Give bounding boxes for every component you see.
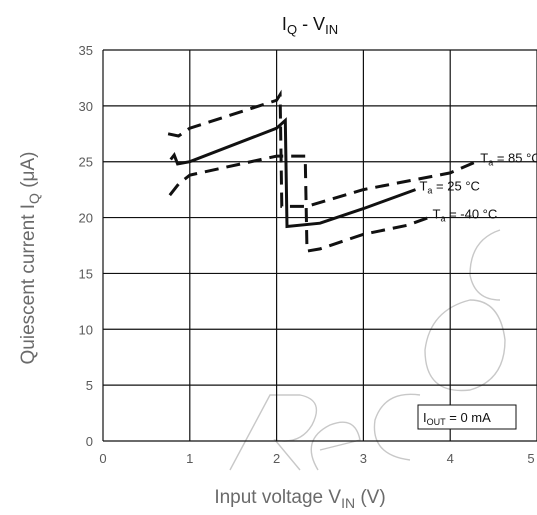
condition-box: IOUT = 0 mA: [417, 404, 517, 430]
y-tick-label: 30: [79, 99, 93, 114]
series-line-2: [168, 154, 430, 253]
x-tick-labels: 0 1 2 3 4 5: [99, 451, 534, 466]
y-tick-labels: 0 5 10 15 20 25 30 35: [79, 43, 93, 449]
series-line-0: [167, 89, 477, 208]
y-tick-label: 15: [79, 266, 93, 281]
series-labels: Ta = 85 °CTa = 25 °C Ta = -40 °C: [419, 151, 537, 224]
x-tick-label: 0: [99, 451, 106, 466]
y-axis-title: Quiescent current IQ (μA): [18, 152, 42, 365]
x-tick-label: 1: [186, 451, 193, 466]
x-tick-label: 2: [273, 451, 280, 466]
watermark-logo: [229, 229, 506, 471]
series-line-1: [169, 117, 417, 229]
y-tick-label: 5: [86, 378, 93, 393]
x-axis-title: Input voltage VIN (V): [214, 487, 385, 511]
y-tick-label: 20: [79, 211, 93, 226]
y-tick-label: 35: [79, 43, 93, 58]
condition-label: IOUT = 0 mA: [423, 410, 491, 427]
series-label-0: Ta = 85 °C: [480, 151, 537, 168]
y-tick-label: 0: [86, 434, 93, 449]
x-tick-label: 4: [447, 451, 454, 466]
x-tick-label: 3: [360, 451, 367, 466]
series-lines: [167, 89, 477, 253]
y-tick-label: 25: [79, 155, 93, 170]
grid-lines: [102, 49, 537, 442]
series-label-2: Ta = -40 °C: [433, 207, 498, 224]
series-label-1: Ta = 25 °C: [419, 179, 479, 196]
x-tick-label: 5: [527, 451, 534, 466]
chart-title: IQ - VIN: [282, 14, 338, 37]
y-tick-label: 10: [79, 322, 93, 337]
